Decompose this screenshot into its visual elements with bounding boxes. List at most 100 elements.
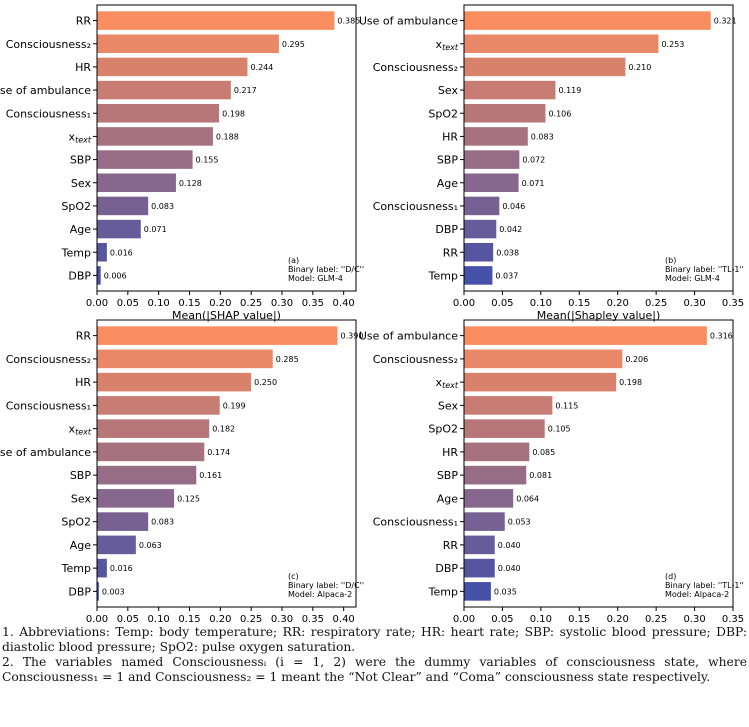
- bar: [464, 57, 626, 77]
- value-label: 0.046: [502, 202, 525, 211]
- panel-annotation: (c): [288, 572, 299, 581]
- y-tick-label: Consciousness₂: [6, 353, 91, 366]
- bar: [97, 512, 149, 531]
- y-tick-label: RR: [443, 539, 459, 552]
- value-label: 0.016: [110, 248, 133, 257]
- bar: [97, 173, 176, 193]
- panel-b: Use of ambulance 0.321 xtext 0.253 Conscious…: [359, 4, 744, 322]
- bar: [464, 150, 520, 169]
- y-tick-label: HR: [75, 61, 91, 74]
- y-tick-label: Use of ambulance: [0, 446, 91, 459]
- value-label: 0.253: [661, 40, 684, 49]
- bar: [464, 582, 491, 601]
- y-tick-label: Consciousness₁: [373, 516, 458, 529]
- bar: [464, 489, 514, 508]
- bar: [97, 489, 175, 508]
- y-tick-label: SBP: [70, 154, 92, 167]
- x-tick-label: 0.15: [568, 614, 590, 622]
- x-tick-label: 0.05: [491, 298, 513, 309]
- y-tick-label: Sex: [438, 399, 459, 412]
- x-tick-label: 0.05: [491, 614, 513, 622]
- value-label: 0.085: [532, 448, 555, 457]
- value-label: 0.106: [548, 109, 571, 118]
- x-tick-label: 0.10: [530, 298, 552, 309]
- y-tick-label: HR: [75, 376, 91, 389]
- bar: [464, 442, 530, 462]
- y-tick-label: Temp: [61, 246, 91, 259]
- bar: [97, 266, 101, 285]
- panel-annotation: Model: Alpaca-2: [665, 590, 729, 599]
- x-tick-label: 0.00: [453, 298, 475, 309]
- y-tick-label: Temp: [61, 562, 91, 575]
- figure: RR 0.385 Consciousness₂ 0.295 HR 0.244 Use of …: [0, 4, 744, 622]
- bar: [464, 196, 500, 216]
- y-tick-label: DBP: [68, 585, 91, 598]
- value-label: 0.119: [558, 86, 581, 95]
- bar: [97, 242, 107, 262]
- panel-annotation: (b): [665, 256, 676, 265]
- x-tick-label: 0.15: [178, 298, 200, 309]
- y-tick-label: Consciousness₂: [6, 38, 91, 51]
- x-tick-label: 0.25: [240, 298, 262, 309]
- bar: [464, 173, 519, 193]
- footnote-abbreviations: 1. Abbreviations: Temp: body temperature…: [2, 625, 747, 654]
- x-tick-label: 0.35: [722, 298, 744, 309]
- x-tick-label: 0.30: [271, 298, 293, 309]
- y-tick-label: Age: [437, 492, 459, 505]
- value-label: 0.285: [276, 355, 299, 364]
- bar: [97, 219, 141, 239]
- y-tick-label: Temp: [428, 585, 458, 598]
- bar: [97, 57, 248, 77]
- value-label: 0.390: [341, 332, 364, 341]
- x-tick-label: 0.25: [645, 614, 667, 622]
- value-label: 0.053: [508, 518, 531, 527]
- bar: [97, 535, 136, 555]
- panel-annotation: (a): [288, 256, 299, 265]
- bar: [464, 372, 617, 392]
- value-label: 0.071: [144, 225, 167, 234]
- axes-frame: [96, 4, 357, 292]
- bar: [97, 558, 107, 578]
- panel-annotation: Model: GLM-4: [665, 274, 720, 283]
- y-tick-label: SpO2: [428, 107, 458, 120]
- y-tick-label: Use of ambulance: [359, 15, 458, 28]
- bar: [464, 34, 659, 54]
- value-label: 0.125: [177, 494, 200, 503]
- bar: [97, 80, 231, 100]
- y-tick-label: RR: [76, 15, 92, 28]
- x-tick-label: 0.05: [117, 298, 139, 309]
- bar: [464, 103, 546, 123]
- y-tick-label: xtext: [436, 376, 459, 390]
- bar: [464, 219, 497, 239]
- value-label: 0.385: [337, 17, 360, 26]
- bar: [97, 419, 210, 438]
- y-tick-label: Sex: [438, 84, 459, 97]
- bar: [464, 242, 494, 262]
- y-tick-label: Consciousness₁: [6, 107, 91, 120]
- y-tick-label: SpO2: [61, 516, 91, 529]
- x-tick-label: 0.20: [209, 614, 231, 622]
- y-tick-label: Consciousness₂: [373, 61, 458, 74]
- bar: [464, 266, 493, 285]
- x-tick-label: 0.30: [683, 614, 705, 622]
- value-label: 0.174: [207, 448, 230, 457]
- x-tick-label: 0.30: [271, 614, 293, 622]
- axes-frame: [463, 319, 734, 608]
- x-tick-label: 0.00: [86, 614, 108, 622]
- bar: [97, 442, 205, 462]
- value-label: 0.198: [619, 378, 642, 387]
- y-tick-label: Sex: [71, 492, 92, 505]
- bar: [97, 396, 220, 415]
- value-label: 0.244: [250, 63, 273, 72]
- bar: [464, 396, 553, 415]
- bar: [97, 34, 279, 54]
- bar: [97, 11, 335, 30]
- y-tick-label: Use of ambulance: [0, 84, 91, 97]
- panel-annotation: Model: GLM-4: [288, 274, 343, 283]
- value-label: 0.003: [102, 587, 125, 596]
- x-axis-label: Mean(|Shapley value|): [537, 309, 661, 322]
- value-label: 0.199: [223, 401, 246, 410]
- x-tick-label: 0.10: [530, 614, 552, 622]
- y-tick-label: SBP: [437, 469, 459, 482]
- value-label: 0.072: [522, 156, 545, 165]
